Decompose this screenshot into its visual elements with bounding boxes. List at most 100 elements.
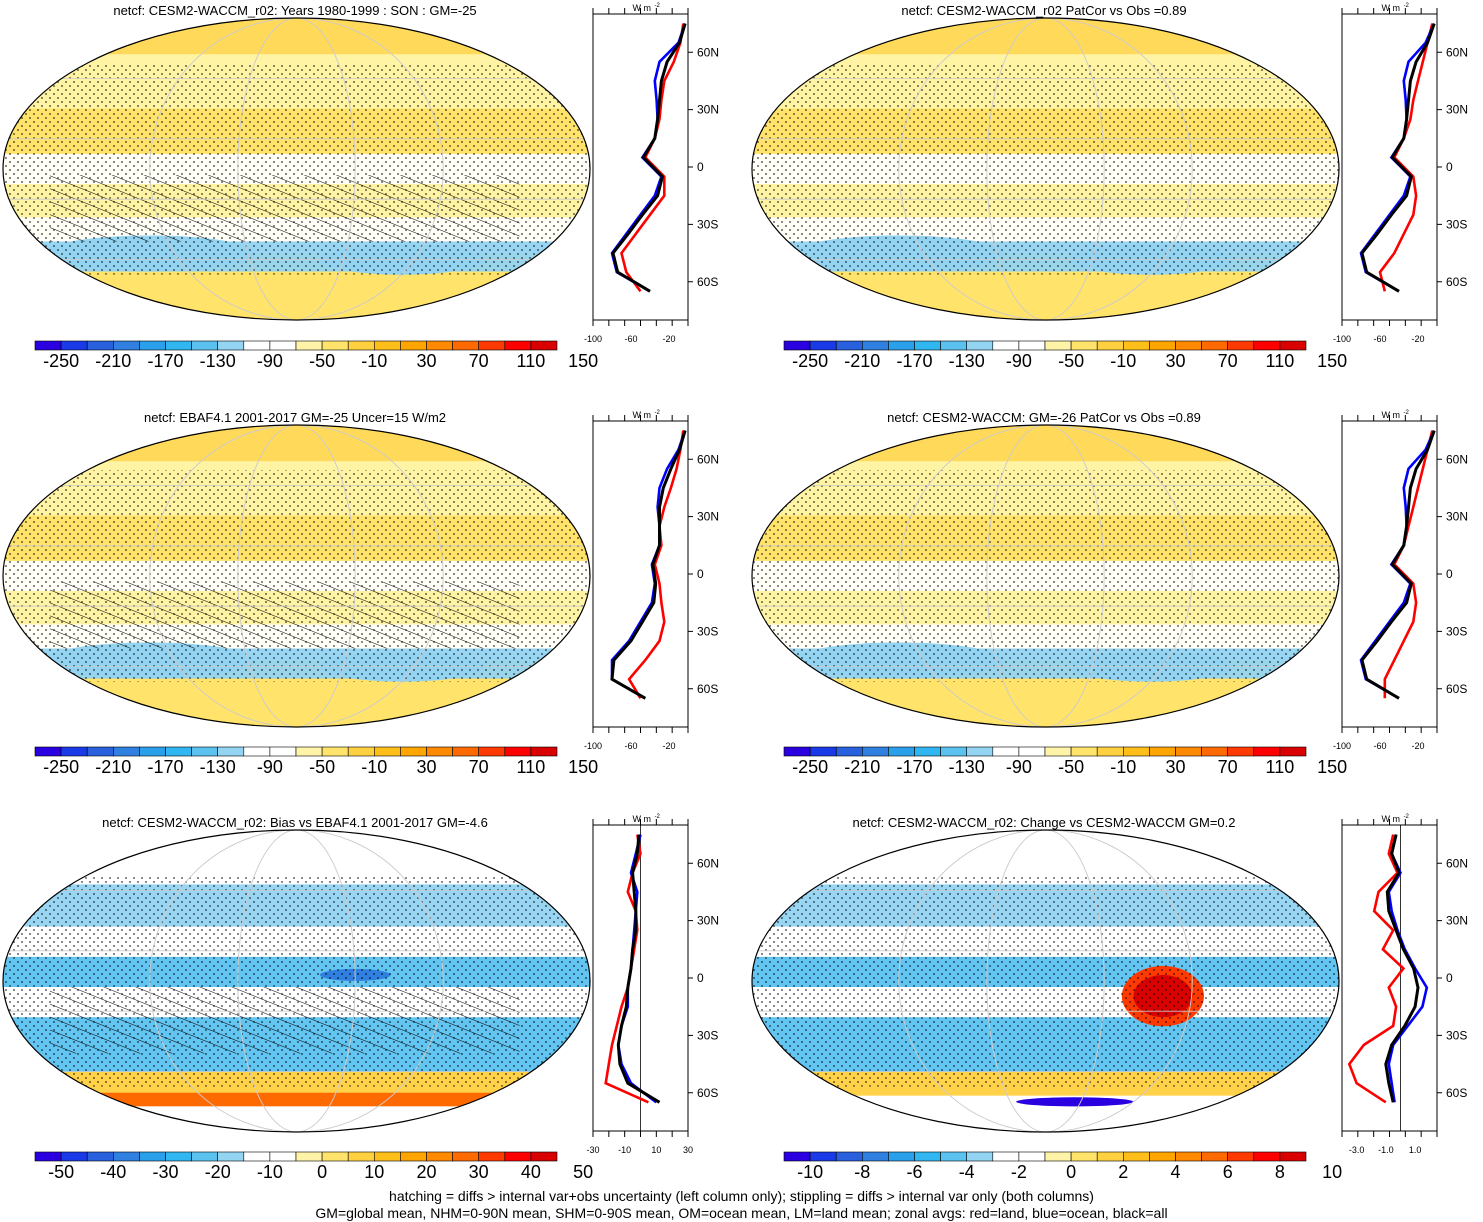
hatching	[49, 987, 520, 1054]
colorbar-swatch	[347, 340, 375, 351]
colorbar-swatch	[1201, 1151, 1228, 1162]
colorbar-swatch	[1149, 1151, 1176, 1162]
colorbar-swatch	[191, 1151, 219, 1162]
colorbar-swatch	[783, 746, 811, 757]
map-band	[3, 425, 590, 462]
zonal-units-exp: -2	[655, 814, 661, 820]
colorbar-swatch	[269, 340, 297, 351]
colorbar-label: -170	[147, 757, 183, 777]
colorbar-swatch	[1123, 1151, 1150, 1162]
colorbar-swatch	[34, 340, 62, 351]
zonal-ytick-label: 60S	[697, 682, 718, 696]
colorbar-swatch	[530, 1151, 558, 1162]
zonal-ytick-label: 30S	[697, 1028, 718, 1042]
colorbar-swatch	[295, 1151, 323, 1162]
colorbar-label: 70	[1218, 351, 1238, 371]
colorbar-label: 0	[1066, 1162, 1076, 1182]
colorbar-label: -10	[1110, 351, 1136, 371]
colorbar-swatch	[966, 746, 994, 757]
colorbar-swatch	[139, 1151, 166, 1162]
zonal-ytick-label: 0	[697, 567, 704, 581]
zonal-ytick-label: 0	[697, 971, 704, 985]
colorbar-swatch	[914, 746, 941, 757]
colorbar-swatch	[60, 1151, 88, 1162]
colorbar-swatch	[321, 1151, 349, 1162]
panel-title: netcf: CESM2-WACCM: GM=-26 PatCor vs Obs…	[887, 410, 1201, 425]
zonal-line-ocean	[616, 834, 658, 1104]
map-outline	[2, 424, 591, 728]
colorbar-label: 20	[416, 1162, 436, 1182]
map-meridian	[986, 830, 1105, 1132]
map-band	[3, 271, 590, 320]
colorbar-swatch	[914, 1151, 941, 1162]
map-field	[752, 18, 1339, 320]
colorbar-label: -170	[896, 757, 932, 777]
colorbar-label: 150	[568, 351, 598, 371]
zonal-xtick-label: -60	[624, 741, 637, 751]
colorbar-swatch	[809, 1151, 837, 1162]
colorbar-swatch	[1279, 340, 1307, 351]
zonal-xtick-label: -20	[1411, 741, 1424, 751]
map-meridian	[237, 830, 356, 1132]
zonal-mean-panel: 60N 30N 0 30S 60S W m -2 -100 -60 -20	[584, 410, 719, 751]
colorbar-label: -210	[844, 757, 880, 777]
map-blob	[91, 1092, 502, 1107]
colorbar-swatch	[1201, 746, 1228, 757]
colorbar: -10 -8 -6 -4 -2 0 2 4 6 8 10	[783, 1151, 1342, 1182]
colorbar-swatch	[269, 1151, 297, 1162]
colorbar-swatch	[1018, 1151, 1046, 1162]
colorbar-label: 30	[416, 351, 436, 371]
panel-title: netcf: CESM2-WACCM_r02: Years 1980-1999 …	[113, 3, 477, 18]
colorbar-swatch	[165, 340, 192, 351]
map-outline	[751, 829, 1340, 1133]
colorbar-swatch	[1070, 340, 1098, 351]
zonal-ytick-label: 60N	[697, 856, 719, 870]
colorbar-swatch	[426, 1151, 453, 1162]
colorbar-swatch	[452, 746, 480, 757]
colorbar-swatch	[809, 746, 837, 757]
colorbar-swatch	[530, 340, 558, 351]
colorbar-swatch	[113, 746, 140, 757]
stippling	[3, 875, 590, 1087]
zonal-units-label: W m	[633, 3, 652, 13]
colorbar-swatch	[217, 1151, 245, 1162]
zonal-ytick-label: 60S	[697, 275, 718, 289]
zonal-xtick-label: 1.0	[1409, 1145, 1422, 1155]
map-band	[752, 18, 1339, 55]
zonal-xtick-label: -100	[1333, 334, 1351, 344]
colorbar-label: -50	[309, 757, 335, 777]
colorbar-label: -40	[100, 1162, 126, 1182]
colorbar-swatch	[835, 746, 863, 757]
stippling	[3, 470, 590, 682]
colorbar-swatch	[1227, 340, 1255, 351]
colorbar-swatch	[243, 1151, 271, 1162]
colorbar-swatch	[452, 1151, 480, 1162]
colorbar-label: -20	[205, 1162, 231, 1182]
zonal-ytick-label: 30S	[697, 217, 718, 231]
colorbar-swatch	[1123, 340, 1150, 351]
zonal-ytick-label: 60N	[697, 452, 719, 466]
zonal-ytick-label: 0	[1446, 160, 1453, 174]
zonal-ytick-label: 30S	[1446, 1028, 1467, 1042]
colorbar-swatch	[452, 340, 480, 351]
colorbar-swatch	[373, 1151, 401, 1162]
colorbar-label: -130	[200, 757, 236, 777]
stippling	[3, 63, 590, 275]
colorbar-swatch	[400, 1151, 427, 1162]
colorbar-swatch	[86, 340, 114, 351]
colorbar-swatch	[321, 746, 349, 757]
chart-p4: 60N 30N 0 30S 60S W m -2 -100 -60 -20 -250 -210 -170…	[751, 410, 1468, 777]
zonal-line-land	[1378, 23, 1434, 292]
colorbar-swatch	[295, 746, 323, 757]
zonal-line-land	[620, 23, 685, 293]
colorbar-label: -250	[43, 757, 79, 777]
map-outline	[751, 17, 1340, 321]
zonal-xtick-label: -100	[584, 334, 602, 344]
zonal-ytick-label: 30N	[697, 103, 719, 117]
colorbar-swatch	[60, 746, 88, 757]
map-meridian	[237, 18, 356, 320]
zonal-line-land	[627, 430, 685, 699]
colorbar-label: -10	[257, 1162, 283, 1182]
colorbar: -50 -40 -30 -20 -10 0 10 20 30 40 50	[34, 1151, 593, 1182]
